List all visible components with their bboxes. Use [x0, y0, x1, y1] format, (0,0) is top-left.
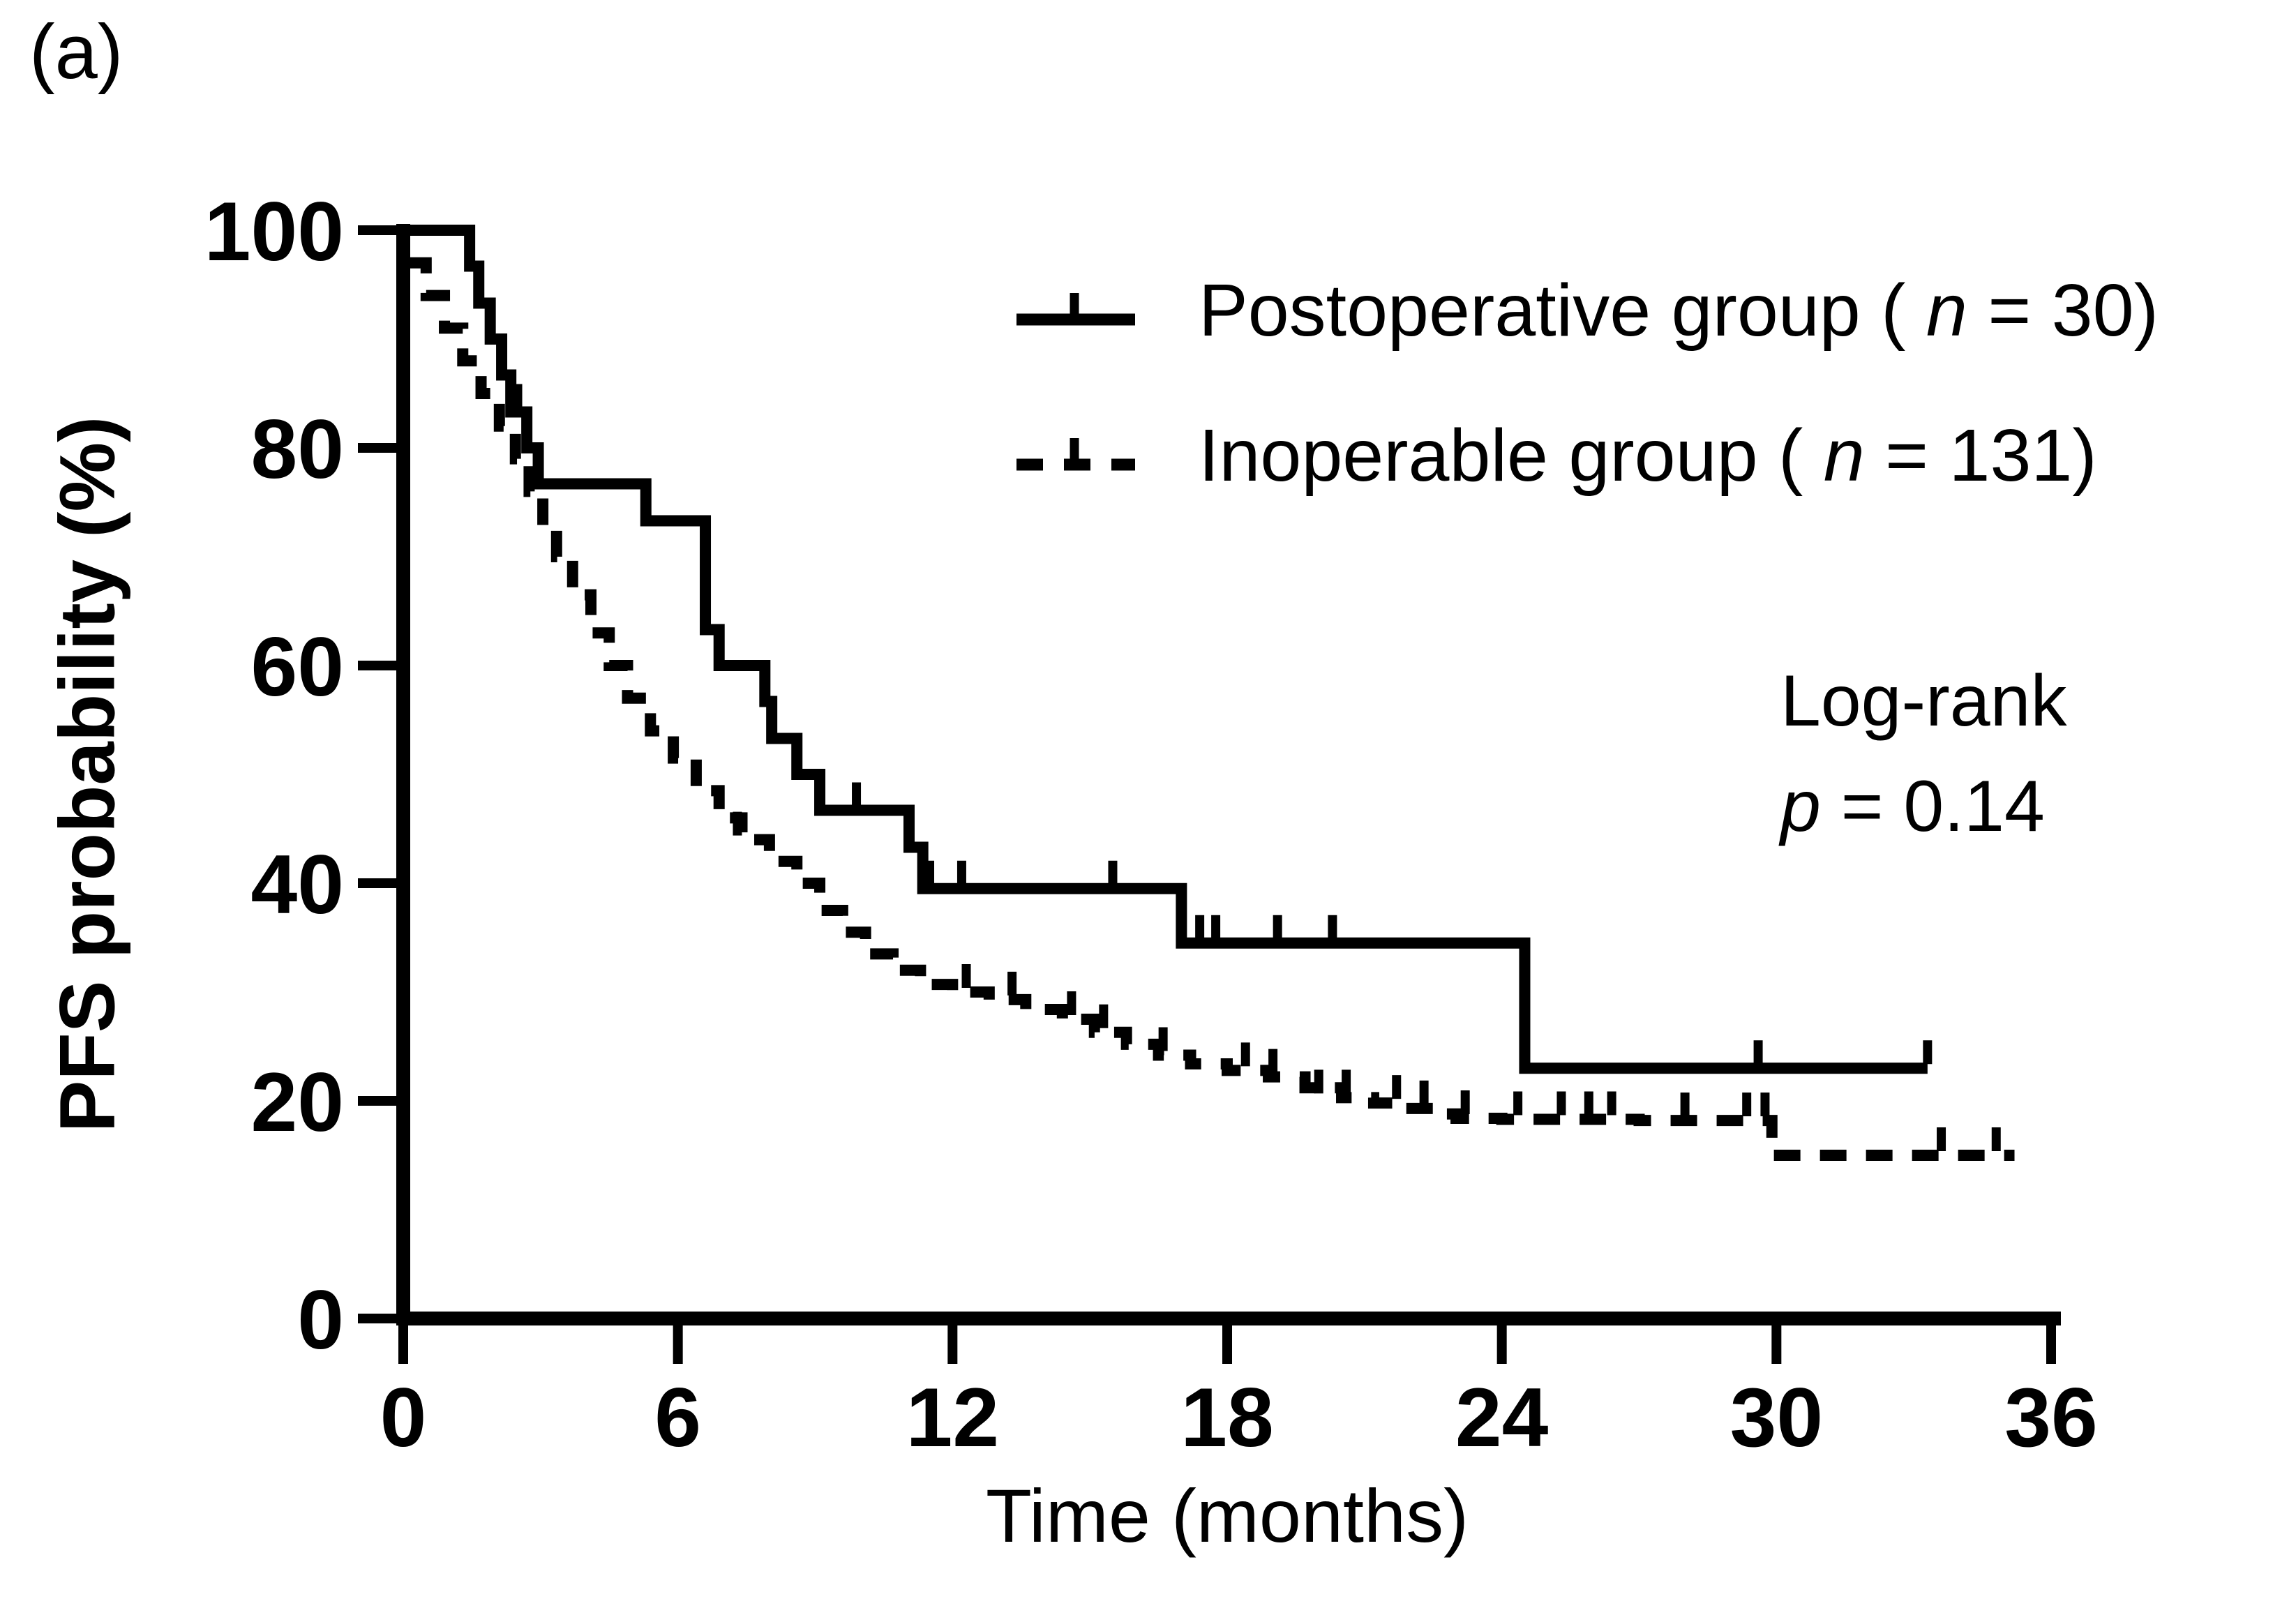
legend-label-post: = 30) [1967, 269, 2159, 352]
x-axis-title: Time (months) [985, 1473, 1469, 1558]
dashed-line-censor-tick-icon [1016, 438, 1135, 471]
legend-label-inoperable: Inoperable group ( n = 131) [1199, 414, 2097, 498]
x-tick-label: 12 [906, 1371, 999, 1464]
p-symbol: p [1780, 765, 1821, 847]
legend-label-post: = 131) [1864, 414, 2097, 497]
x-tick-label: 24 [1455, 1371, 1549, 1464]
y-tick-label: 60 [251, 620, 344, 714]
y-axis-title: PFS probability (%) [43, 416, 131, 1133]
legend-label-n-symbol: n [1926, 269, 1967, 352]
x-tick-label: 0 [380, 1371, 427, 1464]
solid-line-censor-tick-icon [1016, 293, 1135, 326]
pvalue-text: p = 0.14 [1780, 754, 2066, 859]
legend-item-postoperative: Postoperative group ( n = 30) [1013, 262, 2159, 359]
legend-label-postoperative: Postoperative group ( n = 30) [1199, 269, 2159, 353]
logrank-text: Log-rank [1780, 661, 2067, 742]
logrank-annotation: Log-rank p = 0.14 [1780, 649, 2066, 859]
y-tick-label: 40 [251, 838, 344, 931]
y-tick-label: 100 [204, 185, 344, 278]
x-tick-label: 6 [654, 1371, 701, 1464]
x-tick-label: 30 [1730, 1371, 1823, 1464]
panel-label: (a) [29, 9, 123, 95]
x-tick-label: 36 [2004, 1371, 2097, 1464]
y-tick-label: 0 [297, 1273, 344, 1367]
legend-item-inoperable: Inoperable group ( n = 131) [1013, 407, 2159, 504]
legend-label-n-symbol: n [1823, 414, 1865, 497]
legend-label-pre: Postoperative group ( [1199, 269, 1926, 352]
p-value: = 0.14 [1820, 765, 2045, 847]
legend-label-pre: Inoperable group ( [1199, 414, 1824, 497]
legend: Postoperative group ( n = 30) Inoperable… [1013, 262, 2159, 504]
y-tick-label: 20 [251, 1056, 344, 1149]
survival-curve-postoperative [403, 225, 1928, 1074]
x-tick-label: 18 [1180, 1371, 1273, 1464]
survival-curve-inoperable [410, 257, 2015, 1161]
y-tick-label: 80 [251, 403, 344, 496]
